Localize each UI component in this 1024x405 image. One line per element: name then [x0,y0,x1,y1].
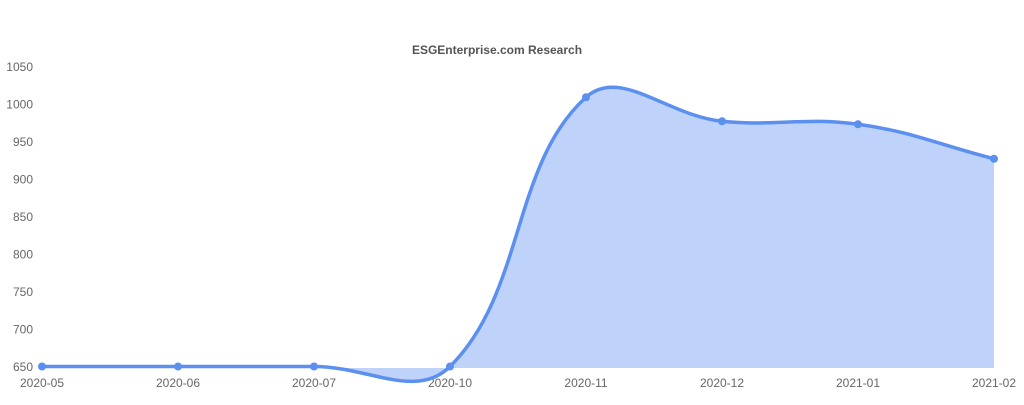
x-tick-label: 2021-02 [972,376,1016,390]
data-point [38,362,46,371]
data-point [174,362,182,371]
y-tick-label: 1050 [6,60,33,74]
y-tick-label: 700 [13,323,33,337]
y-tick-label: 850 [13,210,33,224]
y-tick-label: 900 [13,173,33,187]
y-tick-label: 750 [13,285,33,299]
x-tick-label: 2020-10 [428,376,472,390]
y-tick-label: 950 [13,135,33,149]
x-tick-label: 2020-07 [292,376,336,390]
data-point [854,120,862,129]
y-tick-label: 650 [13,360,33,374]
x-tick-label: 2020-06 [156,376,200,390]
y-tick-label: 800 [13,248,33,262]
line [41,85,995,384]
x-tick-label: 2020-05 [20,376,64,390]
data-point [310,362,318,371]
data-point [990,154,998,163]
x-tick-label: 2020-12 [700,376,744,390]
x-tick-label: 2020-11 [564,376,607,390]
chart-title: ESGEnterprise.com Research [412,43,582,57]
data-point [446,362,454,371]
data-point [718,117,726,126]
x-tick-label: 2021-01 [836,376,880,390]
data-point [582,93,590,102]
y-tick-label: 1000 [6,98,33,112]
